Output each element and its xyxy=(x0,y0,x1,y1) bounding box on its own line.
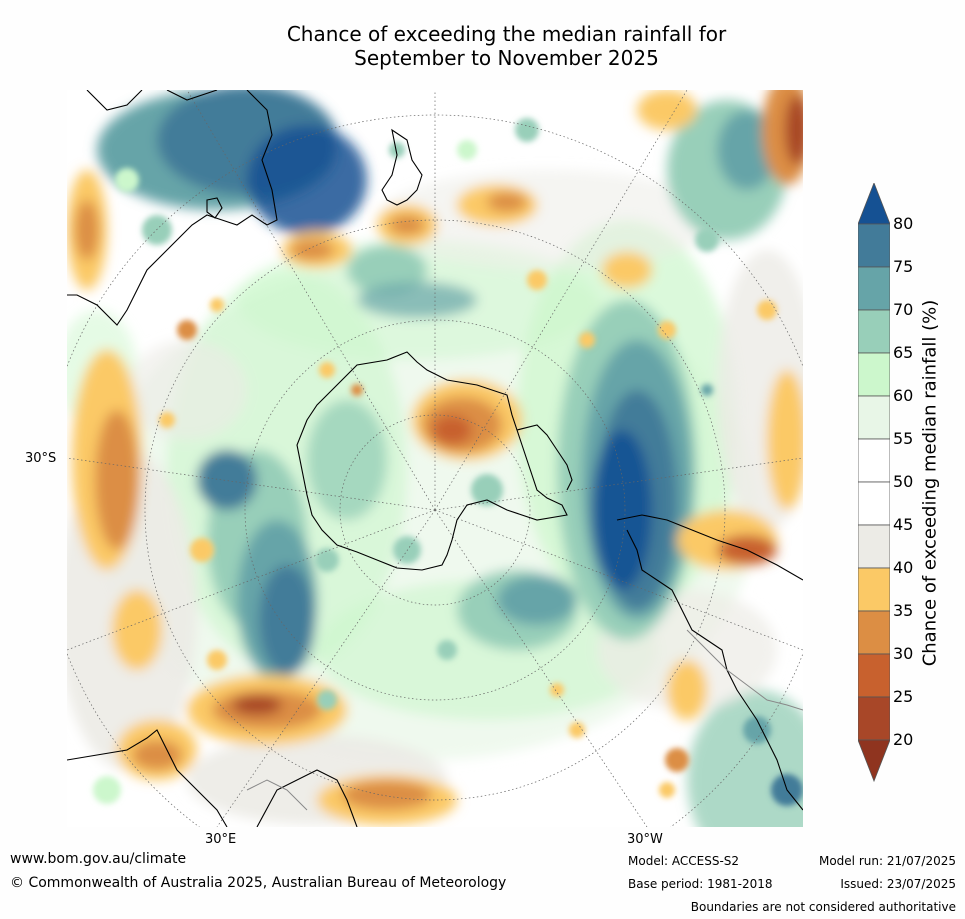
colorbar-bin-over xyxy=(858,183,890,225)
website-link[interactable]: www.bom.gov.au/climate xyxy=(10,851,187,867)
model-run-text: Model run: 21/07/2025 xyxy=(818,854,956,868)
colorbar-bin xyxy=(858,352,890,397)
tasmania-coastline xyxy=(206,197,223,219)
issued-text: Issued: 23/07/2025 xyxy=(840,877,956,891)
colorbar-tick-label: 60 xyxy=(893,386,914,405)
colorbar-bin xyxy=(858,567,890,612)
lat-label-30s: 30°S xyxy=(25,451,57,466)
anomaly-speckle-layer xyxy=(93,118,803,806)
disclaimer-text: Boundaries are not considered authoritat… xyxy=(690,900,956,914)
colorbar-tick-label: 30 xyxy=(893,644,914,663)
new-zealand-coastline xyxy=(381,128,423,206)
title-line-2: September to November 2025 xyxy=(354,46,659,70)
lon-label-30e: 30°E xyxy=(205,832,237,847)
colorbar-tick-label: 65 xyxy=(893,343,914,362)
south-america-coastline xyxy=(616,514,803,811)
africa-coastline xyxy=(67,729,358,827)
colorbar-tick-label: 50 xyxy=(893,472,914,491)
colorbar-tick-label: 80 xyxy=(893,214,914,233)
colorbar-bin xyxy=(858,653,890,698)
colorbar-bin xyxy=(858,266,890,311)
colorbar-bin xyxy=(858,481,890,526)
colorbar-bin xyxy=(858,610,890,655)
colorbar-tick-label: 75 xyxy=(893,257,914,276)
colorbar-tick-label: 55 xyxy=(893,429,914,448)
australia-coastline xyxy=(67,90,278,326)
colorbar-bin xyxy=(858,309,890,354)
colorbar-tick-label: 35 xyxy=(893,601,914,620)
colorbar-tick-label: 40 xyxy=(893,558,914,577)
map-title: Chance of exceeding the median rainfall … xyxy=(0,22,965,70)
colorbar-tick-label: 20 xyxy=(893,730,914,749)
colorbar-bin xyxy=(858,223,890,268)
lon-label-30w: 30°W xyxy=(627,832,663,847)
colorbar-bin xyxy=(858,524,890,569)
base-period-text: Base period: 1981-2018 xyxy=(628,877,773,891)
boundaries xyxy=(246,629,803,811)
colorbar-bin xyxy=(858,696,890,741)
colorbar-tick-label: 45 xyxy=(893,515,914,534)
rainfall-map xyxy=(67,90,803,827)
colorbar-bin-under xyxy=(858,739,890,783)
colorbar xyxy=(858,183,890,783)
colorbar-label: Chance of exceeding median rainfall (%) xyxy=(919,299,941,667)
colorbar-bin xyxy=(858,395,890,440)
graticule xyxy=(67,90,803,827)
colorbar-bins xyxy=(858,183,890,783)
colorbar-tick-label: 25 xyxy=(893,687,914,706)
map-svg xyxy=(67,90,803,827)
title-line-1: Chance of exceeding the median rainfall … xyxy=(286,22,727,46)
colorbar-bin xyxy=(858,438,890,483)
colorbar-tick-label: 70 xyxy=(893,300,914,319)
model-text: Model: ACCESS-S2 xyxy=(628,854,740,868)
coastlines xyxy=(67,90,803,827)
antarctic-peninsula-coastline xyxy=(516,424,573,491)
copyright-text: © Commonwealth of Australia 2025, Austra… xyxy=(10,875,507,891)
antarctica-coastline xyxy=(296,351,568,571)
